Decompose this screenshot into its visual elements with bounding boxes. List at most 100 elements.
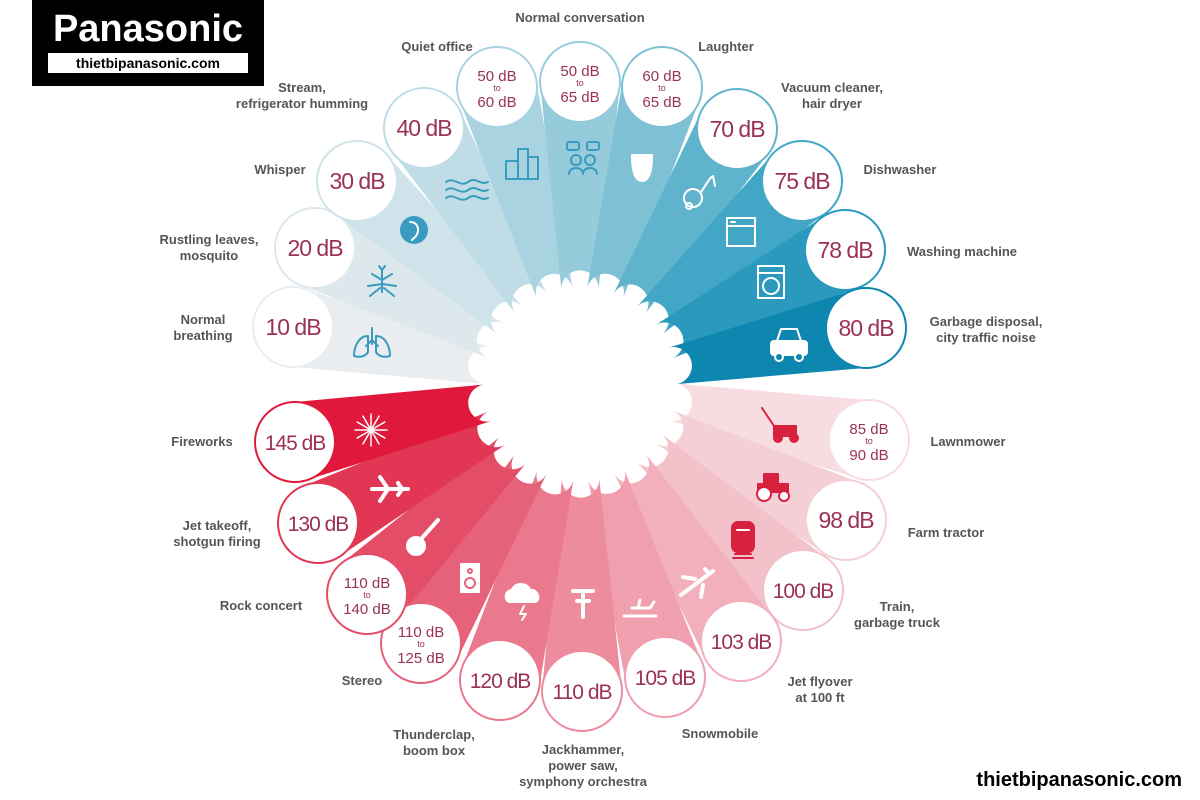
quiet-label-10: Garbage disposal, city traffic noise bbox=[929, 314, 1043, 345]
jet-icon bbox=[370, 475, 410, 503]
loud-wedge-3 bbox=[614, 454, 775, 663]
quiet-value-upto-5: 65 dB bbox=[560, 89, 599, 106]
quiet-wedge-1 bbox=[296, 212, 505, 358]
quiet-label-6: Laughter bbox=[698, 39, 754, 54]
quiet-wedge-10 bbox=[669, 288, 874, 385]
quiet-wedge-7 bbox=[613, 108, 772, 313]
quiet-value-7: 70 dB bbox=[709, 116, 765, 142]
quiet-value-upto-6: 65 dB bbox=[642, 94, 681, 111]
quiet-value-upto-4: 60 dB bbox=[477, 94, 516, 111]
footer-site: thietbipanasonic.com bbox=[976, 769, 1182, 791]
train-icon bbox=[731, 521, 755, 559]
loud-value-4: 105 dB bbox=[635, 667, 696, 690]
lungs-icon bbox=[353, 327, 391, 358]
loud-wedge-8 bbox=[338, 437, 526, 623]
loud-value-upto-7: 125 dB bbox=[397, 650, 445, 667]
quiet-label-7: Vacuum cleaner, hair dryer bbox=[781, 80, 883, 111]
loud-label-5: Jackhammer, power saw, symphony orchestr… bbox=[519, 742, 647, 789]
brand-name: Panasonic bbox=[52, 8, 244, 50]
quiet-value-to-4: to bbox=[493, 83, 501, 93]
loud-value-3: 103 dB bbox=[711, 631, 772, 654]
quiet-value-to-5: to bbox=[576, 78, 584, 88]
loud-wedge-10 bbox=[287, 384, 491, 482]
car-icon bbox=[770, 328, 808, 362]
loud-value-from-7: 110 dB bbox=[398, 624, 444, 641]
dishwasher-icon bbox=[726, 217, 756, 247]
loud-value-6: 120 dB bbox=[470, 670, 531, 693]
quiet-label-8: Dishwasher bbox=[863, 162, 937, 177]
loud-label-4: Snowmobile bbox=[681, 726, 759, 741]
loud-label-6: Thunderclap, boom box bbox=[393, 727, 475, 758]
loud-label-2: Train, garbage truck bbox=[854, 599, 940, 630]
loud-value-circle-1: 98 dB bbox=[805, 479, 887, 561]
loud-value-upto-8: 140 dB bbox=[343, 601, 391, 618]
loud-wedge-4 bbox=[588, 470, 704, 689]
quiet-wedge-4 bbox=[458, 76, 573, 298]
quiet-value-from-6: 60 dB bbox=[642, 68, 681, 85]
loud-wedge-9 bbox=[299, 412, 505, 559]
quiet-label-5: Normal conversation bbox=[515, 10, 645, 25]
quiet-value-1: 20 dB bbox=[287, 235, 343, 261]
quiet-label-3: Stream, refrigerator humming bbox=[235, 80, 369, 111]
quiet-wedge-6 bbox=[587, 76, 701, 298]
loud-wedge-7 bbox=[386, 455, 547, 664]
quiet-value-3: 40 dB bbox=[396, 115, 452, 141]
quiet-label-2: Whisper bbox=[254, 162, 306, 177]
snowmobile-icon bbox=[622, 598, 658, 618]
loud-value-9: 130 dB bbox=[288, 513, 349, 536]
loud-value-to-8: to bbox=[363, 590, 371, 600]
loud-value-circle-2: 100 dB bbox=[762, 549, 844, 631]
mosquito-icon bbox=[367, 265, 397, 297]
loud-label-0: Lawnmower bbox=[930, 434, 1006, 449]
loud-wedge-6 bbox=[461, 470, 574, 691]
loud-value-1: 98 dB bbox=[818, 507, 874, 533]
quiet-value-from-4: 50 dB bbox=[477, 68, 516, 85]
quiet-wedge-3 bbox=[389, 107, 547, 313]
quiet-label-9: Washing machine bbox=[906, 244, 1018, 259]
quiet-label-0: Normal breathing bbox=[173, 312, 233, 343]
quiet-value-circle-9: 78 dB bbox=[804, 209, 886, 291]
tractor-icon bbox=[756, 473, 790, 502]
loud-value-circle-4: 105 dB bbox=[624, 636, 706, 718]
loud-value-circle-6: 120 dB bbox=[459, 639, 541, 721]
conversation-icon bbox=[566, 141, 600, 175]
loud-label-10: Fireworks bbox=[171, 434, 233, 449]
quiet-value-circle-1: 20 dB bbox=[274, 207, 356, 289]
loud-label-3: Jet flyover at 100 ft bbox=[787, 674, 853, 705]
quiet-value-circle-3: 40 dB bbox=[383, 87, 465, 169]
loud-value-5: 110 dB bbox=[553, 681, 612, 704]
theater-mask-icon bbox=[631, 154, 653, 182]
loud-value-circle-3: 103 dB bbox=[700, 600, 782, 682]
loud-label-9: Jet takeoff, shotgun firing bbox=[173, 518, 261, 549]
thunder-cloud-icon bbox=[504, 583, 540, 621]
loud-value-from-8: 110 dB bbox=[344, 575, 390, 592]
loud-value-circle-5: 110 dB bbox=[541, 650, 623, 732]
loud-label-1: Farm tractor bbox=[907, 525, 985, 540]
loud-value-10: 145 dB bbox=[265, 432, 326, 455]
washing-machine-icon bbox=[757, 265, 785, 299]
whisper-icon bbox=[400, 216, 428, 244]
quiet-value-8: 75 dB bbox=[774, 168, 830, 194]
quiet-wedge-8 bbox=[637, 151, 829, 334]
quiet-value-10: 80 dB bbox=[838, 315, 894, 341]
loud-value-2: 100 dB bbox=[773, 580, 834, 603]
quiet-value-2: 30 dB bbox=[329, 168, 385, 194]
quiet-wedge-9 bbox=[656, 214, 864, 358]
quiet-value-from-5: 50 dB bbox=[560, 63, 599, 80]
lawnmower-icon bbox=[761, 407, 799, 443]
quiet-value-circle-2: 30 dB bbox=[316, 140, 398, 222]
quiet-wedge-2 bbox=[330, 151, 523, 334]
quiet-value-to-6: to bbox=[658, 83, 666, 93]
loud-label-8: Rock concert bbox=[219, 598, 303, 613]
quiet-value-circle-0: 10 dB bbox=[252, 286, 334, 368]
quiet-value-circle-8: 75 dB bbox=[761, 140, 843, 222]
quiet-value-circle-10: 80 dB bbox=[825, 287, 907, 369]
quiet-value-0: 10 dB bbox=[265, 314, 321, 340]
